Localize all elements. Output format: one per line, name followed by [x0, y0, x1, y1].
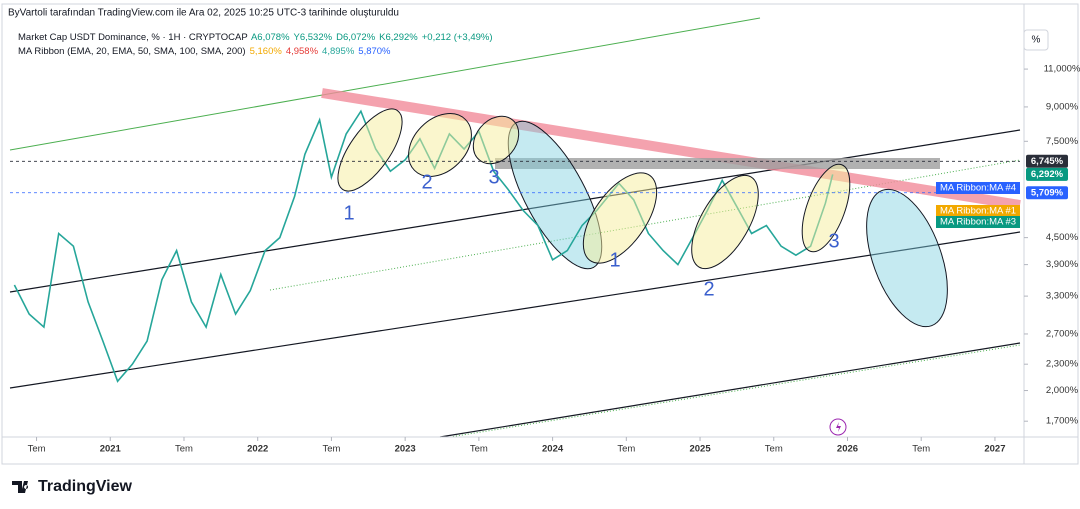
resistance-zone — [495, 158, 940, 169]
wave-label: 3 — [828, 230, 839, 252]
x-tick-label: 2026 — [837, 444, 858, 455]
ellipse — [408, 113, 472, 177]
brand: TradingView — [38, 478, 133, 495]
ellipse — [866, 188, 948, 328]
legend-ribbon-name: MA Ribbon (EMA, 20, EMA, 50, SMA, 100, S… — [18, 46, 246, 57]
y-tick-label: 3,300% — [1046, 291, 1079, 302]
channel-line — [9, 17, 761, 151]
x-tick-label: 2021 — [100, 444, 122, 455]
wave-label: 1 — [609, 249, 620, 271]
legend-change: +0,212 (+3,49%) — [422, 32, 493, 43]
y-tick-label: 2,700% — [1046, 328, 1079, 339]
channel-line — [449, 344, 1021, 438]
wave-ellipses — [337, 108, 851, 270]
ma-tag-box — [936, 216, 1020, 228]
ellipse — [582, 172, 658, 264]
ellipse — [691, 174, 759, 270]
price-label: 6,292% — [1031, 169, 1064, 180]
trend-line — [439, 342, 1021, 438]
x-tick-label: 2027 — [984, 444, 1005, 455]
y-tick-label: 11,000% — [1044, 64, 1080, 75]
price-label-box — [1026, 186, 1068, 200]
ellipse — [472, 115, 520, 165]
ellipse — [337, 108, 403, 192]
y-tick-label: 7,500% — [1046, 136, 1079, 147]
ma-tag: MA Ribbon:MA #1 — [940, 206, 1016, 217]
ma-tag: MA Ribbon:MA #4 — [940, 183, 1016, 194]
y-tick-label: 4,500% — [1046, 232, 1079, 243]
y-tick-label: 2,300% — [1046, 359, 1079, 370]
frame — [1, 3, 1079, 465]
legend-high: Y6,532% — [294, 32, 333, 43]
x-tick-label: 2022 — [247, 444, 268, 455]
legend-ribbon: MA Ribbon (EMA, 20, EMA, 50, SMA, 100, S… — [18, 46, 391, 57]
x-tick-label: 2023 — [395, 444, 416, 455]
channel-line — [269, 159, 1021, 291]
y-tick-label: 1,700% — [1046, 416, 1079, 427]
chart-title: ByVartoli tarafından TradingView.com ile… — [8, 8, 399, 19]
x-tick-label: Tem — [28, 444, 46, 455]
y-tick-label: 9,000% — [1046, 101, 1079, 112]
trend-line — [9, 231, 1021, 389]
legend-close: K6,292% — [379, 32, 418, 43]
y-tick-label: 3,900% — [1046, 259, 1079, 270]
brand-logo — [12, 481, 29, 493]
x-tick-label: Tem — [617, 444, 635, 455]
wave-label: 2 — [421, 171, 432, 193]
price-label-box — [1026, 154, 1068, 168]
x-tick-label: Tem — [912, 444, 930, 455]
x-tick-label: Tem — [765, 444, 783, 455]
price-label: 6,745% — [1031, 156, 1064, 167]
y-tick-label: 2,000% — [1046, 385, 1079, 396]
legend-ribbon-value: 5,160% — [250, 46, 283, 57]
legend-symbol: Market Cap USDT Dominance, % · 1H · CRYP… — [18, 32, 493, 43]
scale-button-label[interactable]: % — [1032, 35, 1041, 46]
ma-tag-box — [936, 182, 1020, 194]
ellipse — [801, 163, 851, 253]
ma-tag-box — [936, 205, 1020, 217]
wave-label: 1 — [343, 202, 354, 224]
legend-ribbon-value: 4,958% — [286, 46, 319, 57]
legend-ribbon-value: 5,870% — [358, 46, 391, 57]
x-tick-label: 2024 — [542, 444, 564, 455]
resistance-line — [321, 88, 1021, 210]
wave-label: 3 — [488, 166, 499, 188]
x-tick-label: Tem — [322, 444, 340, 455]
legend-ribbon-value: 4,895% — [322, 46, 355, 57]
trend-line — [9, 129, 1021, 293]
x-tick-label: 2025 — [689, 444, 711, 455]
price-label-box — [1026, 167, 1068, 181]
wave-label: 2 — [703, 278, 714, 300]
event-icon-bolt — [836, 422, 841, 432]
x-tick-label: Tem — [470, 444, 488, 455]
price-label: 5,709% — [1031, 187, 1064, 198]
ma-tag: MA Ribbon:MA #3 — [940, 217, 1016, 228]
legend-low: D6,072% — [336, 32, 376, 43]
x-tick-label: Tem — [175, 444, 193, 455]
legend-symbol-name: Market Cap USDT Dominance, % · 1H · CRYP… — [18, 32, 247, 43]
legend-open: A6,078% — [251, 32, 290, 43]
